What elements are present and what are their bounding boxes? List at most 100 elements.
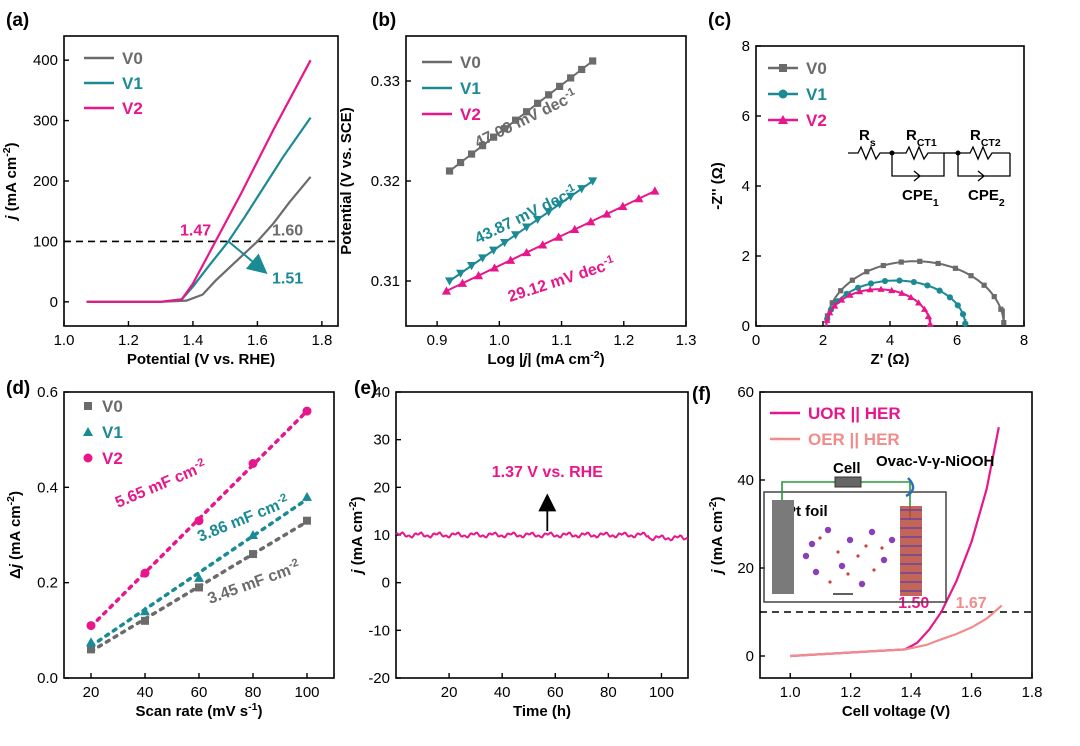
y-tick-label: 400 [33, 52, 58, 69]
legend-label: OER || HER [808, 430, 900, 449]
x-tick-label: 1.4 [183, 332, 204, 349]
cpe2-branch [957, 153, 1011, 177]
atom [808, 540, 816, 548]
annotation-arrow [227, 240, 268, 274]
label-rs: Rs [859, 127, 876, 149]
data-point [566, 192, 576, 201]
data-point [846, 291, 854, 298]
data-point [588, 177, 598, 186]
y-tick-label: 30 [373, 432, 390, 449]
data-point [823, 316, 831, 323]
legend-marker [778, 115, 788, 124]
panel-d-plot: 20 40 60 80 100 0.0 0.2 0.4 0.6 Scan rate (mV s-1… [5, 384, 335, 720]
x-tick-label: 1.2 [613, 332, 634, 349]
data-point [473, 271, 484, 280]
y-tick-label: 40 [737, 472, 754, 489]
legend-label: V0 [806, 59, 827, 78]
data-point [589, 57, 597, 65]
electrolyzer-inset: Cell Ovac-V-γ-NiOOH Pt foil [763, 453, 994, 603]
x-tick-label: 60 [547, 684, 564, 701]
data-point [538, 240, 548, 249]
data-point [926, 320, 934, 327]
x-tick-label: 1.0 [780, 684, 801, 701]
data-point [856, 288, 864, 295]
data-point [866, 286, 874, 293]
data-point [618, 201, 628, 210]
y-tick-label: 10 [373, 527, 390, 544]
label-rct2: RCT2 [970, 127, 1001, 149]
data-point [456, 158, 465, 167]
atom-small [828, 580, 832, 584]
x-tick-label: 1.6 [961, 684, 982, 701]
data-point [959, 311, 967, 318]
data-point [650, 186, 660, 195]
series-v2 [86, 59, 312, 303]
x-tick-label: 40 [137, 684, 154, 701]
y-tick-label: 6 [742, 108, 750, 125]
data-point [140, 606, 150, 616]
panel-f-plot: 1.0 1.2 1.4 1.6 1.8 0 20 40 60 Cell voltage (V) j … [707, 384, 1042, 720]
atom-small [880, 546, 884, 550]
data-point [880, 262, 886, 269]
data-point [194, 516, 204, 526]
atom-small [836, 550, 840, 554]
data-point [898, 289, 906, 296]
y-tick-label: 0.6 [37, 384, 58, 401]
data-point [962, 320, 969, 327]
data-point [1001, 320, 1007, 326]
data-point [194, 572, 204, 582]
inset-label-catalyst: Ovac-V-γ-NiOOH [876, 453, 994, 470]
x-tick-label: 100 [294, 684, 319, 701]
data-point [577, 185, 587, 194]
data-point [602, 209, 612, 218]
legend-label: V2 [806, 111, 827, 130]
atom [838, 562, 846, 570]
data-point [544, 208, 554, 217]
y-tick-label: -20 [368, 670, 390, 687]
y-tick-label: 8 [742, 38, 750, 55]
label-cpe2: CPE2 [968, 187, 1005, 209]
y-tick-label: 0 [382, 575, 390, 592]
panel-label-c: (c) [708, 10, 731, 31]
data-point [522, 247, 532, 257]
label-cpe1: CPE1 [902, 187, 939, 209]
x-tick-label: 1.0 [489, 332, 510, 349]
x-axis-label: Cell voltage (V) [842, 703, 950, 720]
x-tick-label: 0 [752, 332, 760, 349]
data-point [512, 116, 520, 124]
resistor-rct2 [958, 145, 1010, 161]
data-point [556, 82, 564, 90]
data-point [896, 277, 903, 284]
data-point [500, 125, 509, 133]
annotation-1-51: 1.51 [272, 270, 303, 287]
atom-small [872, 568, 876, 572]
data-point [477, 254, 488, 263]
annotation-1-47: 1.47 [180, 222, 211, 239]
data-point [915, 299, 923, 306]
x-axis-label: Scan rate (mV s-1) [136, 701, 263, 720]
data-point [534, 99, 542, 107]
data-point [935, 260, 941, 267]
power-source [834, 476, 862, 488]
data-point [478, 142, 487, 150]
x-tick-label: 8 [1020, 332, 1028, 349]
annotation-1-50: 1.50 [898, 595, 929, 612]
legend-label: V1 [102, 423, 123, 442]
data-point [888, 286, 896, 294]
data-point [488, 246, 499, 255]
cpe1-symbol [913, 170, 922, 182]
data-point [87, 645, 95, 654]
y-tick-label: 0.4 [37, 479, 58, 496]
legend-marker [778, 89, 788, 99]
data-point [570, 224, 580, 234]
panel-label-d: (d) [6, 378, 30, 399]
x-tick-label: 2 [819, 332, 827, 349]
x-tick-label: 1.2 [840, 684, 861, 701]
y-tick-label: 40 [373, 384, 390, 401]
panel-c-plot: 0 2 4 6 8 0 2 4 6 8 Z' (Ω) -Z'' (Ω) V0 V1 V2 Rs RCT1 RCT2… [709, 38, 1028, 368]
y-tick-label: 0 [746, 648, 754, 665]
panel-label-b: (b) [372, 10, 396, 31]
data-point [867, 280, 875, 287]
atom [812, 568, 820, 576]
y-axis-label: j (mA cm-2) [707, 496, 726, 575]
